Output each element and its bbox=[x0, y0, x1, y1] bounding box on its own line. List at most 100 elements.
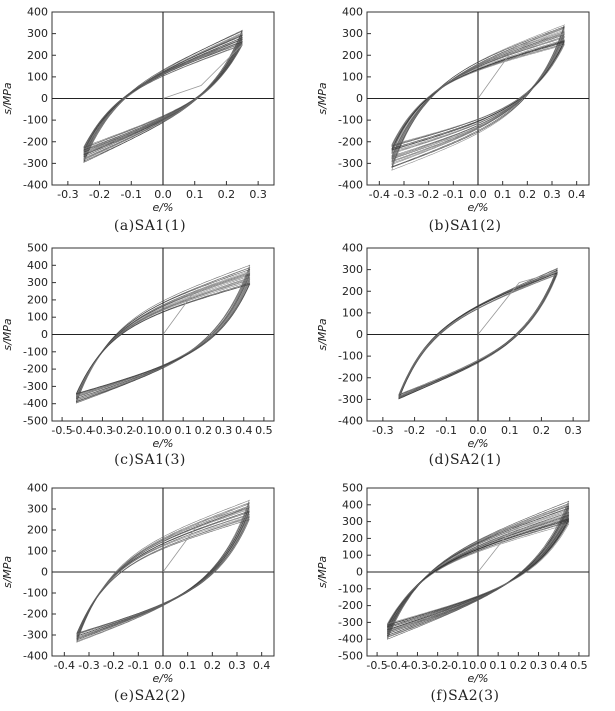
hysteresis-cycle bbox=[76, 519, 250, 634]
x-tick-label: 0.2 bbox=[218, 188, 236, 201]
x-axis-label: e/% bbox=[468, 201, 489, 214]
y-tick-label: 200 bbox=[342, 532, 363, 545]
hysteresis-cycle bbox=[83, 30, 243, 162]
y-axis-label: s/MPa bbox=[1, 318, 14, 351]
caption-a: (a)SA1(1) bbox=[113, 218, 187, 234]
x-tick-label: 0.3 bbox=[543, 188, 561, 201]
y-tick-label: 300 bbox=[342, 27, 363, 40]
y-tick-label: 100 bbox=[342, 70, 363, 83]
hysteresis-cycle bbox=[76, 502, 250, 642]
y-tick-label: 400 bbox=[342, 498, 363, 511]
x-tick-label: -0.2 bbox=[89, 188, 110, 201]
y-tick-label: 300 bbox=[27, 503, 48, 516]
hysteresis-cycle bbox=[75, 274, 251, 399]
x-tick-label: 0.2 bbox=[519, 188, 537, 201]
y-tick-label: -100 bbox=[23, 587, 48, 600]
x-axis-label: e/% bbox=[153, 672, 174, 685]
caption-f: (f)SA2(3) bbox=[430, 688, 500, 704]
chart-panel-b: -400 -300 -200 -100 0 100 200 300 400 -0.4 -0.3 -0.… bbox=[316, 6, 590, 214]
x-tick-label: 0.0 bbox=[154, 659, 172, 672]
hysteresis-cycle bbox=[75, 268, 251, 403]
hysteresis-loops bbox=[398, 267, 558, 400]
x-tick-label: 0.4 bbox=[235, 424, 253, 437]
x-tick-label: 0.3 bbox=[564, 424, 582, 437]
x-tick-label: 0.1 bbox=[501, 424, 519, 437]
y-axis-label: s/MPa bbox=[1, 82, 14, 115]
y-tick-label: 100 bbox=[342, 549, 363, 562]
hysteresis-cycle bbox=[391, 37, 565, 154]
x-tick-label: -0.1 bbox=[121, 188, 142, 201]
x-tick-label: -0.3 bbox=[92, 424, 113, 437]
hysteresis-loops bbox=[83, 29, 243, 163]
y-tick-label: 300 bbox=[342, 263, 363, 276]
initial-loading-curve bbox=[477, 504, 569, 573]
hysteresis-cycle bbox=[75, 279, 251, 396]
x-tick-label: -0.2 bbox=[427, 659, 448, 672]
x-tick-label: 0.3 bbox=[249, 188, 267, 201]
y-tick-label: 400 bbox=[27, 259, 48, 272]
y-tick-label: 400 bbox=[342, 6, 363, 19]
y-tick-label: -400 bbox=[338, 179, 363, 192]
y-tick-label: -100 bbox=[338, 114, 363, 127]
x-tick-label: -0.1 bbox=[447, 659, 468, 672]
y-tick-label: 0 bbox=[41, 328, 48, 341]
hysteresis-cycle bbox=[391, 43, 565, 146]
y-tick-label: 300 bbox=[27, 27, 48, 40]
y-tick-label: 100 bbox=[27, 311, 48, 324]
x-tick-label: -0.4 bbox=[387, 659, 408, 672]
x-tick-label: -0.4 bbox=[54, 659, 75, 672]
y-axis-label: s/MPa bbox=[316, 556, 329, 589]
chart-panel-c: -500 -400 -300 -200 -100 0 100 200 300 400 500 -0.5… bbox=[1, 242, 275, 450]
chart-panel-e: -400 -300 -200 -100 0 100 200 300 400 -0.4 -0.3 -0.… bbox=[1, 482, 275, 685]
chart-panel-f: -500 -400 -300 -200 -100 0 100 200 300 400 500 -0.5… bbox=[316, 482, 590, 685]
y-tick-label: 200 bbox=[342, 285, 363, 298]
x-tick-label: -0.4 bbox=[72, 424, 93, 437]
initial-loading-curve bbox=[162, 506, 250, 573]
x-tick-label: 0.1 bbox=[489, 659, 507, 672]
y-tick-label: 400 bbox=[27, 6, 48, 19]
hysteresis-cycle bbox=[398, 273, 558, 396]
x-tick-label: 0.0 bbox=[469, 424, 487, 437]
y-tick-label: 100 bbox=[27, 545, 48, 558]
hysteresis-loops bbox=[386, 500, 570, 640]
x-tick-label: -0.5 bbox=[51, 424, 72, 437]
y-tick-label: -400 bbox=[338, 415, 363, 428]
x-tick-label: -0.3 bbox=[372, 424, 393, 437]
x-tick-label: 0.5 bbox=[255, 424, 273, 437]
x-tick-label: -0.1 bbox=[132, 424, 153, 437]
hysteresis-cycle bbox=[386, 520, 570, 626]
x-tick-label: -0.2 bbox=[418, 188, 439, 201]
caption-c: (c)SA1(3) bbox=[114, 452, 186, 468]
x-tick-label: 0.3 bbox=[530, 659, 548, 672]
y-tick-label: 100 bbox=[342, 306, 363, 319]
y-axis-label: s/MPa bbox=[316, 82, 329, 115]
caption-b: (b)SA1(2) bbox=[428, 218, 502, 234]
y-tick-label: -500 bbox=[338, 650, 363, 663]
y-tick-label: -300 bbox=[338, 616, 363, 629]
y-tick-label: -200 bbox=[23, 135, 48, 148]
y-tick-label: 0 bbox=[41, 92, 48, 105]
x-tick-label: 0.1 bbox=[174, 424, 192, 437]
x-tick-label: 0.5 bbox=[570, 659, 588, 672]
hysteresis-cycle bbox=[76, 505, 250, 640]
x-tick-label: -0.3 bbox=[407, 659, 428, 672]
y-tick-label: -200 bbox=[338, 371, 363, 384]
chart-panel-d: -400 -300 -200 -100 0 100 200 300 400 -0.3 -0.2 -0.… bbox=[316, 242, 590, 450]
x-tick-label: 0.3 bbox=[228, 659, 246, 672]
initial-loading-curve bbox=[162, 44, 243, 99]
y-tick-label: -200 bbox=[23, 608, 48, 621]
x-axis-label: e/% bbox=[468, 672, 489, 685]
y-tick-label: -100 bbox=[338, 350, 363, 363]
hysteresis-loops bbox=[75, 264, 251, 404]
y-tick-label: -200 bbox=[23, 363, 48, 376]
y-tick-label: 0 bbox=[41, 566, 48, 579]
initial-loading-curve bbox=[477, 33, 565, 99]
y-tick-label: -300 bbox=[23, 629, 48, 642]
hysteresis-cycle bbox=[391, 44, 565, 146]
x-tick-label: -0.1 bbox=[443, 188, 464, 201]
x-tick-label: -0.5 bbox=[366, 659, 387, 672]
x-tick-label: -0.4 bbox=[369, 188, 390, 201]
hysteresis-cycle bbox=[398, 272, 558, 396]
x-tick-label: 0.0 bbox=[469, 659, 487, 672]
x-tick-label: -0.3 bbox=[78, 659, 99, 672]
